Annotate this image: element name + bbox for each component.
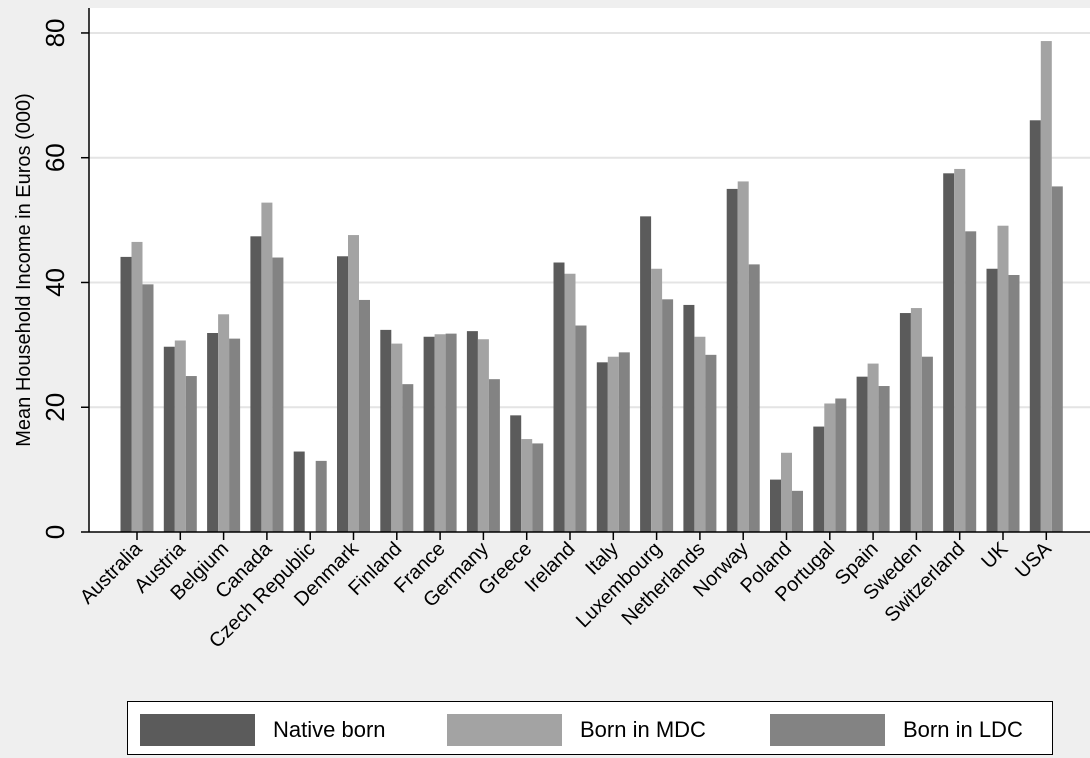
bar-australia-native-born	[120, 256, 132, 532]
bar-usa-born-in-ldc	[1051, 186, 1063, 532]
bar-france-born-in-ldc	[445, 333, 457, 532]
bar-finland-born-in-ldc	[402, 384, 414, 532]
y-tick-label-40: 40	[40, 268, 70, 297]
legend-item-born-in-mdc: Born in MDC	[447, 714, 706, 746]
bar-france-native-born	[423, 336, 435, 532]
bar-ireland-native-born	[553, 262, 565, 532]
legend-swatch-born-in-mdc	[447, 714, 562, 746]
bar-luxembourg-native-born	[640, 216, 652, 532]
bar-greece-born-in-mdc	[521, 439, 533, 532]
bar-usa-native-born	[1029, 120, 1041, 533]
bar-germany-born-in-mdc	[477, 339, 489, 532]
bar-spain-born-in-ldc	[878, 386, 890, 532]
bar-luxembourg-born-in-mdc	[651, 268, 663, 532]
bar-portugal-born-in-mdc	[824, 403, 836, 532]
y-tick-label-20: 20	[40, 393, 70, 422]
bar-netherlands-born-in-ldc	[705, 354, 717, 532]
y-tick-label-80: 80	[40, 18, 70, 47]
legend-swatch-born-in-ldc	[770, 714, 885, 746]
bar-uk-born-in-ldc	[1008, 274, 1020, 532]
bar-finland-native-born	[380, 329, 392, 532]
bar-france-born-in-mdc	[434, 334, 446, 532]
x-tick-label-australia: Australia	[76, 537, 147, 608]
legend-swatch-native-born	[140, 714, 255, 746]
y-tick-label-60: 60	[40, 143, 70, 172]
bar-ireland-born-in-mdc	[564, 273, 576, 532]
bar-greece-born-in-ldc	[532, 443, 544, 532]
bar-norway-born-in-mdc	[737, 181, 749, 532]
bar-australia-born-in-ldc	[142, 284, 154, 532]
bar-switzerland-native-born	[943, 173, 955, 533]
bar-portugal-born-in-ldc	[835, 398, 847, 532]
x-tick-label-ireland: Ireland	[521, 538, 580, 597]
bar-switzerland-born-in-ldc	[965, 231, 977, 533]
bar-finland-born-in-mdc	[391, 343, 403, 532]
bar-denmark-native-born	[337, 256, 348, 532]
bar-ireland-born-in-ldc	[575, 325, 587, 532]
bar-portugal-native-born	[813, 426, 825, 532]
legend-label-born-in-ldc: Born in LDC	[903, 717, 1023, 742]
y-axis-title: Mean Household Income in Euros (000)	[13, 93, 35, 447]
bar-spain-born-in-mdc	[867, 363, 879, 532]
bar-luxembourg-born-in-ldc	[662, 299, 674, 532]
y-tick-label-0: 0	[40, 525, 70, 539]
bar-denmark-born-in-ldc	[359, 299, 370, 532]
bar-austria-native-born	[163, 346, 175, 532]
bar-netherlands-born-in-mdc	[694, 336, 706, 532]
bar-poland-native-born	[770, 479, 781, 532]
bar-italy-born-in-mdc	[607, 356, 619, 532]
bar-austria-born-in-ldc	[185, 376, 197, 532]
bar-sweden-born-in-ldc	[921, 356, 933, 532]
bar-switzerland-born-in-mdc	[954, 168, 966, 532]
bar-netherlands-native-born	[683, 304, 695, 532]
x-tick-label-uk: UK	[977, 538, 1013, 574]
legend-label-born-in-mdc: Born in MDC	[580, 717, 706, 742]
bar-sweden-native-born	[899, 313, 911, 532]
bar-greece-native-born	[510, 415, 522, 532]
bar-germany-native-born	[466, 331, 478, 532]
bar-australia-born-in-mdc	[131, 241, 143, 532]
bar-poland-born-in-ldc	[792, 490, 803, 532]
bar-belgium-born-in-ldc	[229, 338, 241, 532]
legend-item-native-born: Native born	[140, 714, 386, 746]
bar-czech-republic-born-in-ldc	[315, 460, 327, 532]
bar-uk-born-in-mdc	[997, 225, 1009, 532]
bar-sweden-born-in-mdc	[910, 308, 922, 532]
legend-item-born-in-ldc: Born in LDC	[770, 714, 1023, 746]
bar-poland-born-in-mdc	[781, 452, 792, 532]
bar-belgium-native-born	[207, 333, 219, 532]
bar-denmark-born-in-mdc	[348, 235, 359, 533]
x-tick-label-usa: USA	[1011, 538, 1056, 583]
chart: 0 20 40 60 80 Mean Household Income in Euros …	[13, 8, 1090, 653]
bar-czech-republic-native-born	[293, 451, 305, 532]
bar-italy-native-born	[596, 362, 608, 532]
bar-germany-born-in-ldc	[488, 379, 500, 532]
bar-spain-native-born	[856, 376, 868, 532]
bar-canada-native-born	[250, 236, 262, 533]
legend-label-native-born: Native born	[273, 717, 386, 742]
bar-norway-born-in-ldc	[748, 264, 760, 532]
bar-canada-born-in-ldc	[272, 257, 284, 532]
bar-norway-native-born	[726, 188, 738, 532]
bar-italy-born-in-ldc	[618, 352, 630, 532]
bar-belgium-born-in-mdc	[218, 314, 230, 532]
legend: Native born Born in MDC Born in LDC	[127, 701, 1053, 755]
bar-usa-born-in-mdc	[1040, 41, 1052, 533]
bar-austria-born-in-mdc	[174, 340, 186, 532]
bar-canada-born-in-mdc	[261, 202, 273, 532]
bar-uk-native-born	[986, 268, 998, 532]
